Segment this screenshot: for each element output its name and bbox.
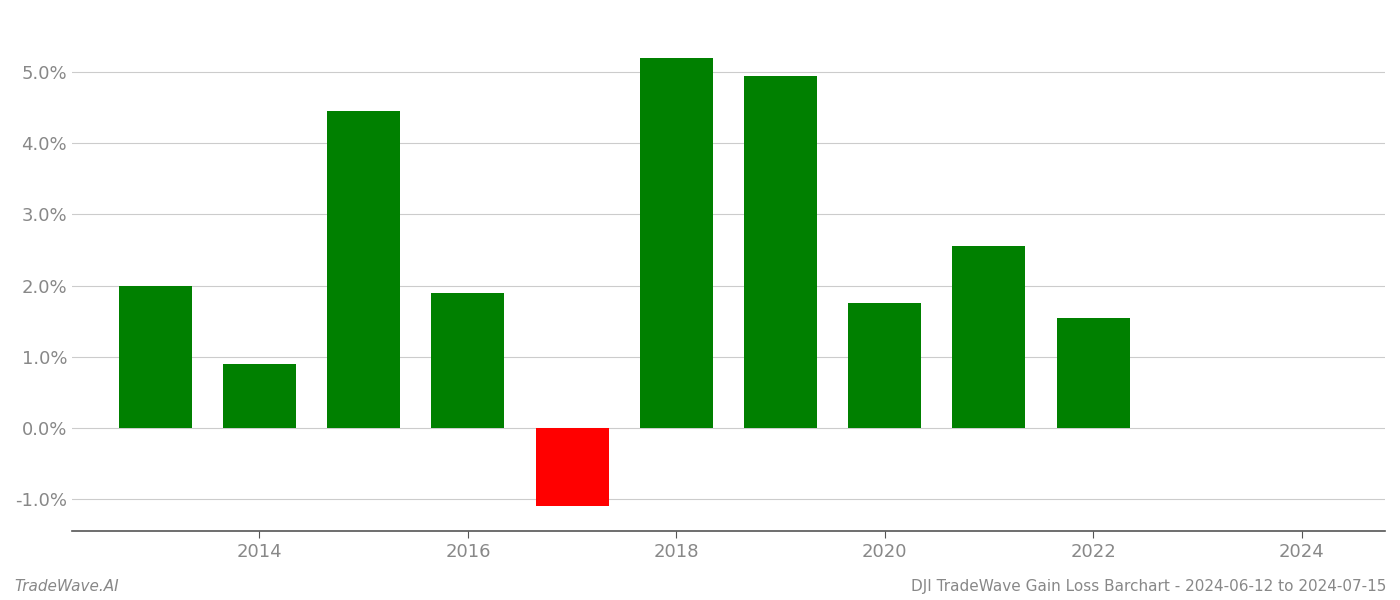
Bar [223, 364, 295, 428]
Bar [952, 247, 1025, 428]
Text: DJI TradeWave Gain Loss Barchart - 2024-06-12 to 2024-07-15: DJI TradeWave Gain Loss Barchart - 2024-… [910, 579, 1386, 594]
Bar [328, 111, 400, 428]
Bar [536, 428, 609, 506]
Bar [119, 286, 192, 428]
Bar [640, 58, 713, 428]
Bar [743, 76, 818, 428]
Text: TradeWave.AI: TradeWave.AI [14, 579, 119, 594]
Bar [848, 304, 921, 428]
Bar [1057, 317, 1130, 428]
Bar [431, 293, 504, 428]
